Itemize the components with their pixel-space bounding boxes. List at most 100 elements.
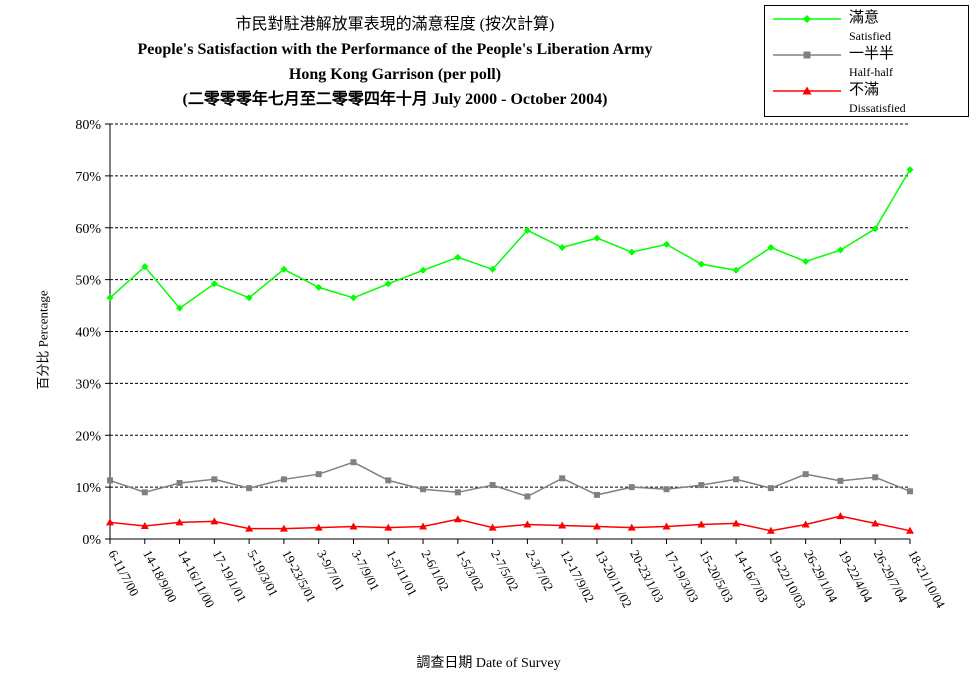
- y-tick-label: 20%: [75, 429, 101, 444]
- y-tick-label: 30%: [75, 377, 101, 392]
- data-point-dissatisfied: [488, 523, 497, 531]
- data-point-half-half: [872, 474, 879, 481]
- data-point-half-half: [420, 486, 427, 493]
- data-point-half-half: [524, 493, 531, 500]
- x-tick-label: 18-21/10/04: [905, 547, 948, 611]
- x-tick-label: 19-23/5/01: [279, 547, 319, 604]
- x-tick-label: 26-29/7/04: [871, 547, 911, 605]
- x-tick-label: 5-19/3/01: [244, 547, 281, 599]
- data-point-satisfied: [628, 248, 636, 256]
- legend-label-en: Satisfied: [849, 29, 891, 43]
- data-point-half-half: [733, 476, 740, 483]
- data-point-half-half: [454, 489, 461, 496]
- data-point-half-half: [246, 485, 253, 492]
- x-tick-label: 1-5/11/01: [384, 547, 421, 598]
- data-point-dissatisfied: [801, 520, 810, 528]
- x-tick-label: 15-20/5/03: [697, 547, 737, 604]
- data-point-satisfied: [210, 280, 218, 288]
- data-point-satisfied: [384, 280, 392, 288]
- chart-title-block: 市民對駐港解放軍表現的滿意程度 (按次計算) People's Satisfac…: [100, 12, 690, 112]
- data-point-satisfied: [349, 294, 357, 302]
- data-point-satisfied: [802, 257, 810, 265]
- y-tick-label: 50%: [75, 274, 101, 289]
- series-line-dissatisfied: [109, 515, 911, 532]
- chart-title-zh: 市民對駐港解放軍表現的滿意程度 (按次計算): [235, 16, 555, 33]
- data-point-dissatisfied: [175, 518, 184, 526]
- x-tick-label: 17-19/1/01: [210, 547, 250, 604]
- data-point-half-half: [107, 477, 113, 484]
- data-point-dissatisfied: [384, 523, 393, 531]
- x-tick-label: 2-6/1/02: [418, 547, 452, 593]
- x-tick-label: 1-5/3/02: [453, 547, 487, 593]
- chart-title-en-1: People's Satisfaction with the Performan…: [137, 41, 653, 58]
- data-point-dissatisfied: [836, 512, 845, 520]
- y-tick-label: 80%: [75, 118, 101, 133]
- legend-item-half-half: 一半半 Half-half: [765, 44, 968, 79]
- y-tick-label: 40%: [75, 326, 101, 341]
- data-point-satisfied: [871, 225, 879, 233]
- data-point-satisfied: [106, 294, 114, 302]
- x-tick-label: 26-29/1/04: [801, 547, 841, 605]
- data-point-half-half: [663, 486, 670, 493]
- data-point-dissatisfied: [349, 522, 358, 530]
- data-point-dissatisfied: [523, 520, 532, 528]
- data-point-dissatisfied: [662, 522, 671, 530]
- data-point-dissatisfied: [871, 519, 880, 527]
- legend-label-zh: 一半半: [849, 46, 895, 62]
- data-point-half-half: [698, 482, 705, 489]
- data-point-satisfied: [906, 166, 914, 174]
- y-axis-label: 百分比 Percentage: [35, 290, 51, 390]
- data-point-dissatisfied: [419, 522, 428, 530]
- data-point-dissatisfied: [314, 523, 323, 531]
- data-point-satisfied: [732, 266, 740, 274]
- chart-legend: 滿意 Satisfied 一半半 Half-half 不滿 Dissatisfi…: [764, 5, 969, 117]
- data-point-satisfied: [836, 246, 844, 254]
- legend-label-zh: 不滿: [849, 82, 880, 98]
- data-point-dissatisfied: [558, 521, 567, 529]
- chart-title-en-2: Hong Kong Garrison (per poll): [288, 66, 502, 83]
- data-point-satisfied: [454, 253, 462, 261]
- x-tick-label: 12-17/9/02: [558, 547, 598, 604]
- x-tick-label: 3-7/9/01: [349, 547, 383, 593]
- data-point-satisfied: [141, 263, 149, 271]
- y-tick-label: 70%: [75, 170, 101, 185]
- legend-marker-half-half: [773, 51, 841, 59]
- data-point-half-half: [489, 482, 496, 489]
- data-point-satisfied: [419, 266, 427, 274]
- y-tick-label: 10%: [75, 481, 101, 496]
- x-tick-label: 20-23/1/03: [627, 547, 667, 604]
- data-point-dissatisfied: [732, 519, 741, 527]
- data-point-half-half: [559, 475, 566, 482]
- legend-marker-dissatisfied: [773, 86, 841, 95]
- data-point-half-half: [141, 489, 148, 496]
- data-point-dissatisfied: [453, 515, 462, 523]
- data-point-satisfied: [663, 240, 671, 248]
- data-point-dissatisfied: [106, 518, 114, 526]
- data-point-dissatisfied: [697, 520, 706, 528]
- data-point-half-half: [802, 471, 809, 478]
- data-point-dissatisfied: [140, 522, 149, 530]
- legend-label-en: Dissatisfied: [849, 101, 906, 115]
- data-point-dissatisfied: [766, 526, 775, 534]
- data-point-satisfied: [280, 265, 288, 273]
- data-point-dissatisfied: [279, 524, 288, 532]
- data-point-dissatisfied: [210, 517, 219, 525]
- data-point-dissatisfied: [245, 524, 254, 532]
- data-point-satisfied: [697, 260, 705, 268]
- data-point-satisfied: [489, 265, 497, 273]
- x-tick-label: 14-16/7/03: [731, 547, 771, 604]
- legend-item-satisfied: 滿意 Satisfied: [765, 8, 968, 43]
- data-point-half-half: [837, 477, 844, 484]
- data-point-half-half: [385, 477, 392, 484]
- data-point-dissatisfied: [906, 526, 914, 534]
- legend-label-en: Half-half: [849, 65, 893, 79]
- data-point-satisfied: [767, 243, 775, 251]
- x-tick-label: 2-3/7/02: [523, 547, 557, 593]
- y-axis-label-wrap: 百分比 Percentage: [22, 290, 62, 389]
- data-point-satisfied: [558, 243, 566, 251]
- data-point-satisfied: [523, 226, 531, 234]
- legend-item-dissatisfied: 不滿 Dissatisfied: [765, 80, 968, 115]
- data-point-satisfied: [245, 294, 253, 302]
- x-tick-label: 2-7/5/02: [488, 547, 522, 593]
